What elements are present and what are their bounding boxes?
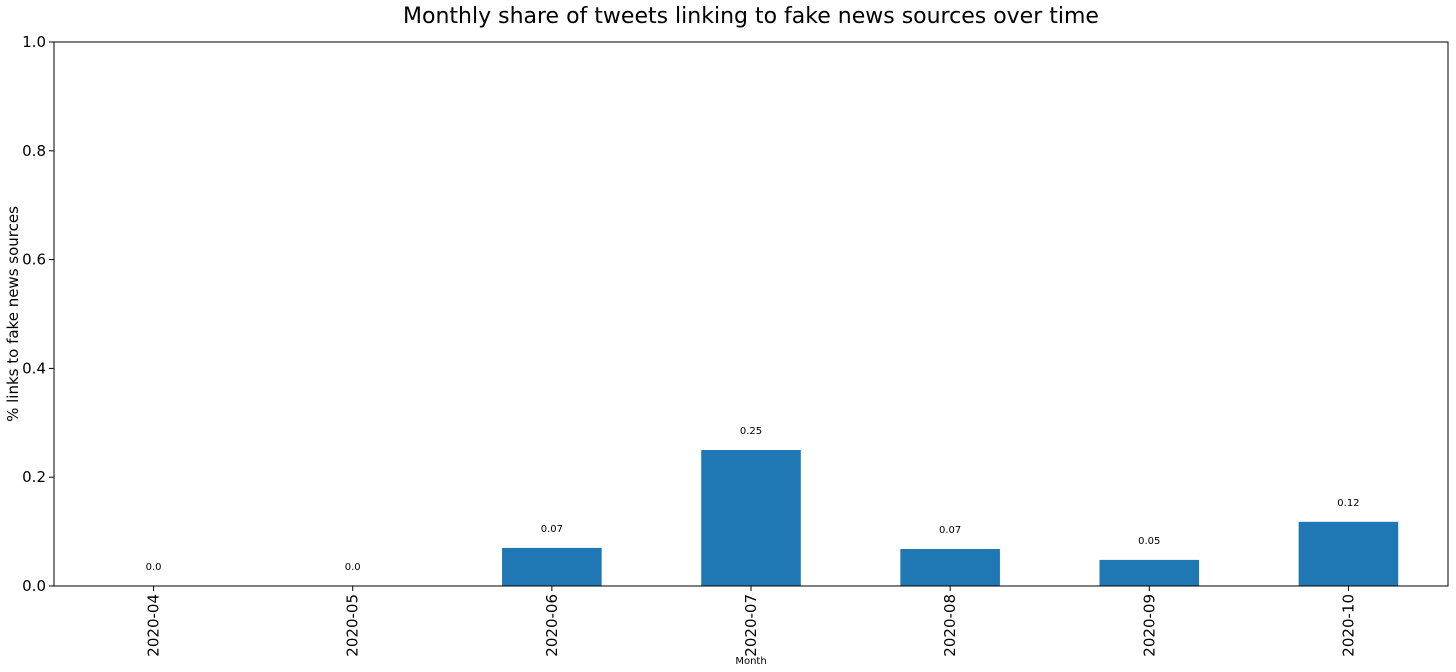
x-axis-label: Month: [735, 656, 766, 667]
x-tick-label: 2020-07: [742, 594, 760, 657]
data-label: 0.0: [345, 562, 361, 573]
plot-area: 0.0 0.2 0.4 0.6 0.8 1.0 2020-04 0.0 2020-05 0.0 20…: [22, 33, 1399, 657]
bar: [1099, 559, 1200, 586]
y-axis-label: % links to fake news sources: [4, 206, 22, 422]
y-tick-label: 0.2: [22, 468, 46, 486]
x-tick-label: 2020-09: [1140, 594, 1158, 657]
bar: [502, 547, 602, 586]
x-tick-label: 2020-10: [1339, 594, 1357, 657]
data-label: 0.12: [1337, 498, 1359, 509]
y-tick-label: 0.4: [22, 359, 46, 377]
bar: [701, 450, 801, 586]
x-tick-label: 2020-08: [941, 594, 959, 657]
y-tick-label: 0.8: [22, 142, 46, 160]
data-label: 0.07: [541, 524, 563, 535]
y-tick-label: 0.0: [22, 577, 46, 595]
y-tick-label: 1.0: [22, 33, 46, 51]
y-tick-label: 0.6: [22, 251, 46, 269]
plot-frame: [53, 41, 1449, 587]
x-tick-label: 2020-04: [145, 594, 163, 657]
data-label: 0.05: [1138, 536, 1160, 547]
x-tick-label: 2020-05: [344, 594, 362, 657]
data-label: 0.07: [939, 525, 961, 536]
chart-title: Monthly share of tweets linking to fake …: [403, 4, 1099, 29]
x-tick-label: 2020-06: [543, 594, 561, 657]
bar: [1298, 521, 1399, 586]
data-label: 0.0: [146, 562, 162, 573]
bar: [900, 549, 1000, 586]
data-label: 0.25: [740, 426, 762, 437]
